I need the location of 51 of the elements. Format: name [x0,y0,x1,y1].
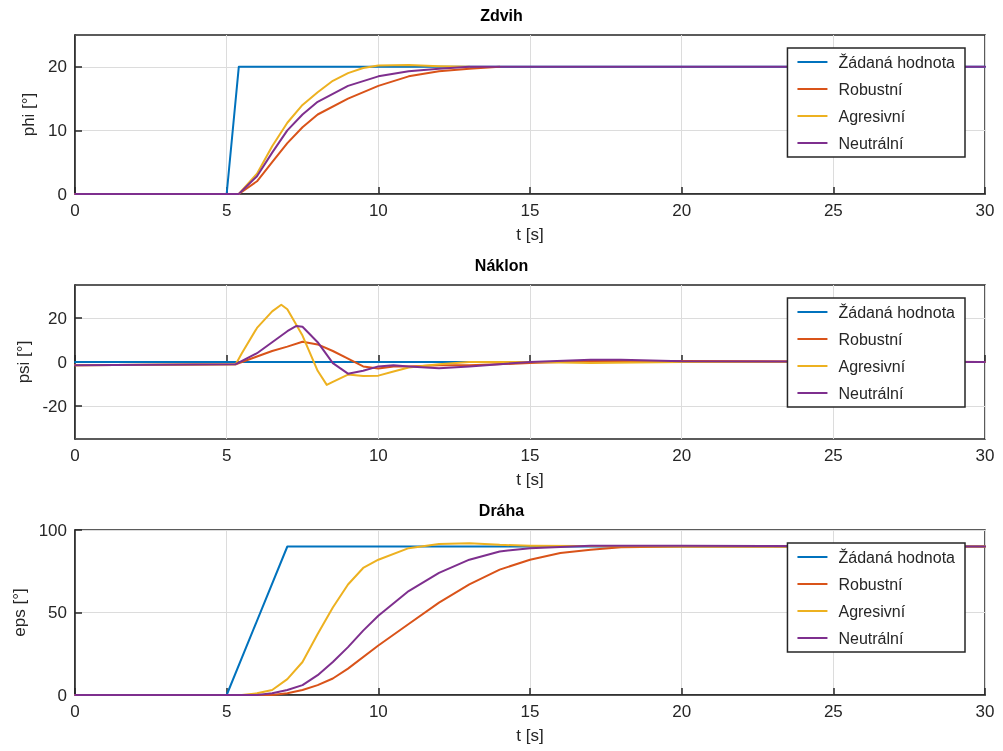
legend-label: Robustní [838,330,904,348]
x-axis-title: t [s] [516,726,544,745]
legend-label: Žádaná hodnota [838,302,956,321]
x-tick-label: 0 [70,702,80,721]
x-tick-label: 0 [70,446,80,465]
legend-label: Neutrální [838,629,904,647]
x-tick-label: 5 [221,446,232,465]
y-tick-label: 100 [38,520,67,540]
x-tick-label: 30 [975,446,995,465]
chart-title: Náklon [474,256,529,274]
chart-title: Dráha [478,501,525,519]
x-tick-label: 10 [368,702,388,721]
y-tick-label: -20 [42,396,67,416]
x-tick-label: 20 [672,446,692,465]
x-tick-label: 25 [823,702,843,721]
x-tick-label: 5 [221,201,232,220]
legend-label: Agresivní [838,602,906,620]
legend-label: Robustní [838,575,904,593]
y-tick-label: 20 [48,308,67,328]
y-tick-label: 10 [48,120,67,140]
legend-label: Robustní [838,80,904,98]
x-tick-label: 20 [672,201,692,220]
x-tick-label: 15 [520,201,540,220]
y-tick-label: 20 [48,57,67,77]
legend-label: Agresivní [838,107,906,125]
x-tick-label: 0 [70,201,80,220]
legend-label: Neutrální [838,384,904,402]
y-tick-label: 0 [57,184,67,204]
legend-label: Žádaná hodnota [838,547,956,566]
x-tick-label: 30 [975,201,995,220]
y-axis-title: phi [°] [19,92,38,137]
chart-title: Zdvih [480,6,523,24]
x-tick-label: 30 [975,702,995,721]
y-tick-label: 0 [57,352,67,372]
legend-label: Neutrální [838,134,904,152]
legend-label: Agresivní [838,357,906,375]
x-tick-label: 10 [368,201,388,220]
x-tick-label: 10 [368,446,388,465]
x-tick-label: 25 [823,201,843,220]
x-axis-title: t [s] [516,470,544,489]
x-tick-label: 5 [221,702,232,721]
x-tick-label: 15 [520,702,540,721]
legend-label: Žádaná hodnota [838,52,956,71]
y-axis-title: eps [°] [9,588,29,637]
x-tick-label: 15 [520,446,540,465]
x-tick-label: 20 [672,702,692,721]
y-tick-label: 0 [57,685,67,705]
x-tick-label: 25 [823,446,843,465]
y-tick-label: 50 [48,603,67,622]
y-axis-title: psi [°] [13,340,33,384]
x-axis-title: t [s] [516,225,544,244]
